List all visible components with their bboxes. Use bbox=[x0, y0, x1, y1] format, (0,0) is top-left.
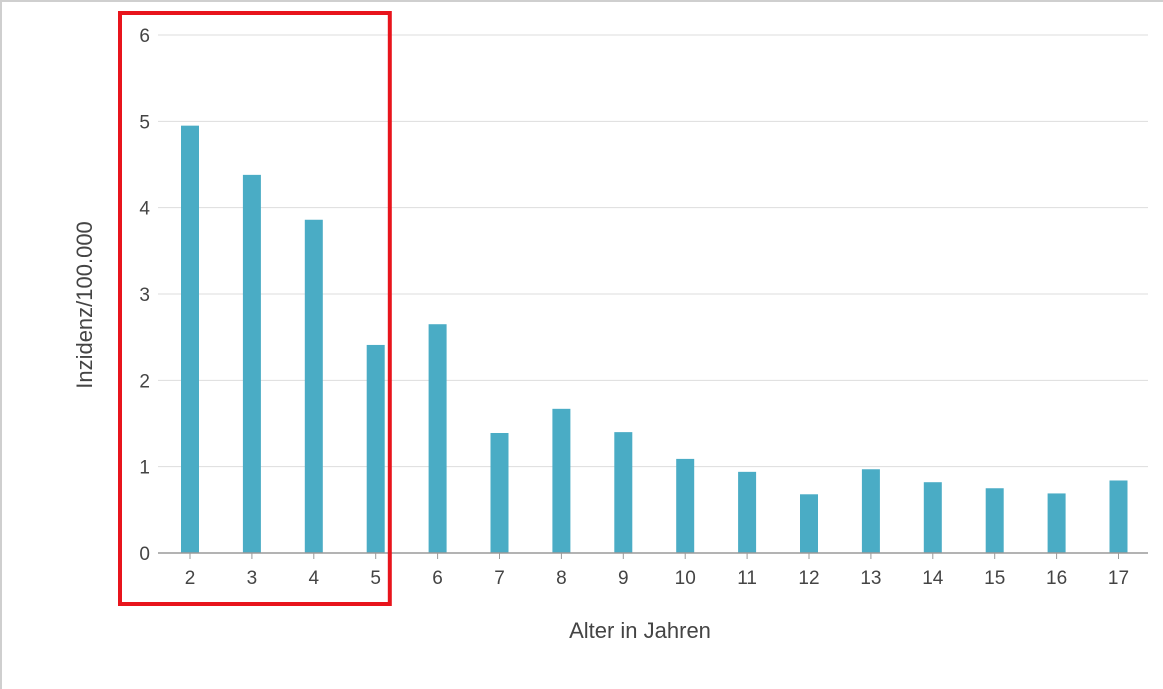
x-tick-label: 9 bbox=[618, 568, 629, 589]
y-tick-label: 0 bbox=[139, 544, 150, 565]
bar bbox=[614, 432, 633, 553]
x-tick-label: 7 bbox=[494, 568, 505, 589]
x-axis-label: Alter in Jahren bbox=[569, 618, 711, 643]
bar bbox=[1109, 480, 1128, 553]
y-tick-label: 5 bbox=[139, 112, 150, 133]
x-tick-label: 6 bbox=[432, 568, 443, 589]
x-tick-label: 15 bbox=[984, 568, 1005, 589]
x-tick-label: 8 bbox=[556, 568, 567, 589]
y-tick-label: 4 bbox=[139, 199, 150, 220]
bar bbox=[242, 174, 261, 554]
x-tick-label: 2 bbox=[185, 568, 196, 589]
y-axis-ticks: 0 1 2 3 4 5 6 bbox=[139, 26, 150, 565]
x-axis-ticks: 2 3 4 5 6 7 8 9 10 11 12 13 14 15 16 17 bbox=[185, 553, 1129, 589]
bar bbox=[800, 494, 818, 553]
y-tick-label: 3 bbox=[139, 285, 150, 306]
bars bbox=[181, 125, 1128, 554]
x-tick-label: 5 bbox=[370, 568, 381, 589]
bar bbox=[181, 125, 199, 554]
bar bbox=[1047, 493, 1066, 553]
x-tick-label: 16 bbox=[1046, 568, 1067, 589]
y-axis-label: Inzidenz/100.000 bbox=[72, 221, 97, 389]
bar bbox=[861, 469, 880, 553]
bar bbox=[366, 344, 385, 553]
bar bbox=[428, 324, 447, 553]
x-tick-label: 11 bbox=[737, 568, 757, 589]
y-tick-label: 6 bbox=[139, 26, 150, 47]
bar bbox=[923, 482, 942, 553]
bar bbox=[676, 458, 695, 553]
y-tick-label: 2 bbox=[139, 371, 150, 392]
x-tick-label: 17 bbox=[1108, 568, 1129, 589]
bar bbox=[738, 471, 757, 553]
x-tick-label: 12 bbox=[798, 568, 819, 589]
x-tick-label: 10 bbox=[675, 568, 696, 589]
x-tick-label: 14 bbox=[922, 568, 944, 589]
x-tick-label: 13 bbox=[860, 568, 881, 589]
x-tick-label: 3 bbox=[247, 568, 258, 589]
bar bbox=[552, 408, 571, 553]
bar bbox=[490, 432, 509, 553]
gridlines bbox=[158, 34, 1148, 468]
highlight-box bbox=[118, 11, 392, 606]
bar bbox=[985, 488, 1004, 553]
y-tick-label: 1 bbox=[139, 458, 150, 479]
bar bbox=[304, 219, 323, 553]
x-tick-label: 4 bbox=[309, 568, 320, 589]
